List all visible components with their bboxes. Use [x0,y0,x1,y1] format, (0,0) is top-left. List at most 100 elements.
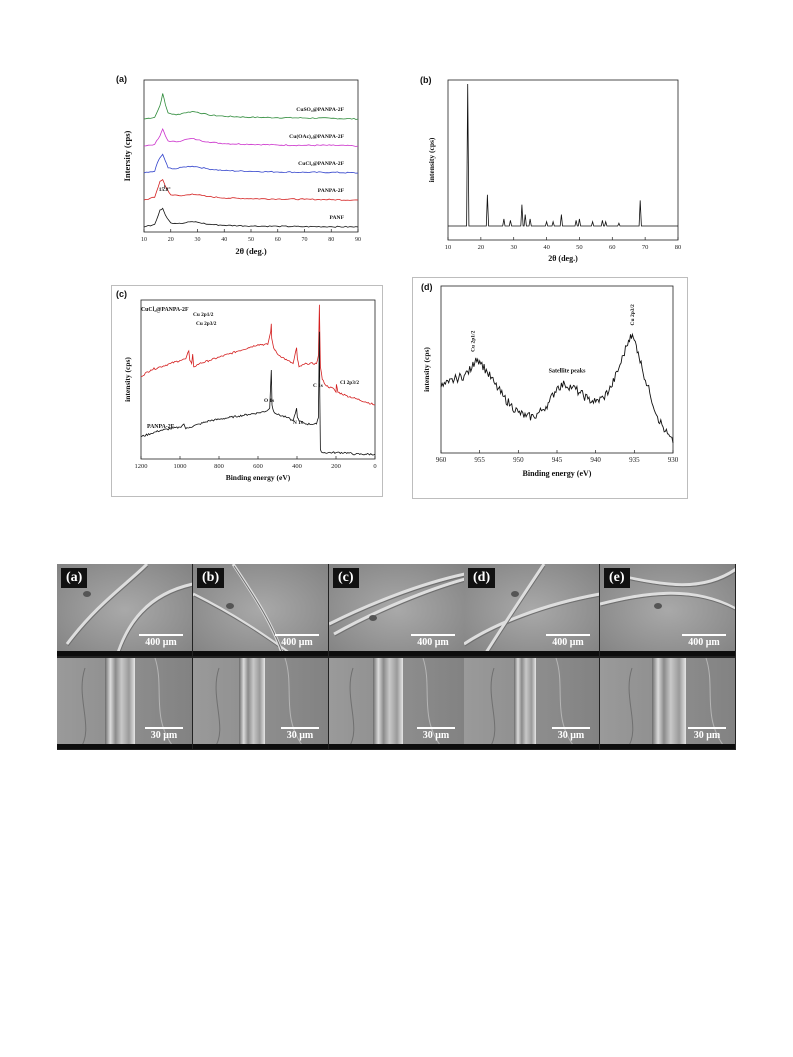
plot-frame [447,79,679,241]
x-tick-label: 30 [510,244,517,251]
xrd-series-line [143,93,359,120]
scale-bar-label: 400 μm [552,637,584,648]
x-tick-label: 20 [478,244,485,251]
sem-panel-label: (e) [604,568,630,588]
sem-figure: (a) 400 μm 30 μm (b) 400 μm 30 μm (c) 400 μ… [57,564,736,750]
scale-bar: 30 μm [687,727,727,741]
sem-image-high-mag: 30 μm [57,658,192,749]
scale-bar-label: 30 μm [286,730,314,741]
scale-bar-label: 400 μm [145,637,177,648]
series-label: PANF [330,215,345,221]
peak-annotation: Cu 2p3/2 [196,321,217,327]
x-axis-label: 2θ (deg.) [235,246,267,256]
scale-bar-label: 400 μm [688,637,720,648]
x-axis-label: Binding energy (eV) [226,473,291,482]
sem-panel-label: (c) [333,568,359,588]
series-label: Cu(OAc)₂@PANPA-2F [289,133,344,140]
xrd-panel-a: 10 20 30 40 50 60 70 80 90 2θ (deg.) Intersity (cp… [112,72,374,266]
series-label: CuCl₂@PANPA-2F [298,161,344,167]
scale-bar-line [275,634,319,636]
sem-image-low-mag: (d) 400 μm [464,564,599,656]
x-tick-label: 60 [275,237,281,243]
x-tick-label: 950 [513,456,524,464]
scale-bar: 30 μm [416,727,456,741]
x-tick-label: 940 [590,456,601,464]
panel-label-c: (c) [116,289,127,299]
sem-image-low-mag: (b) 400 μm [193,564,328,656]
sem-texture [600,658,735,749]
sem-panel-label: (d) [468,568,496,588]
sem-image-high-mag: 30 μm [464,658,599,749]
peak-annotation: Satellite peaks [549,369,586,375]
xps-chart-c: 1200 1000 800 600 400 200 0 Binding energy (eV)… [123,299,377,482]
xrd-chart-a: 10 20 30 40 50 60 70 80 90 2θ (deg.) Intersity (cp… [122,79,361,256]
peak-annotation: 15.8° [159,186,171,193]
scale-bar-label: 30 μm [422,730,450,741]
xrd-pattern-line [448,83,678,227]
peak-annotation: C 1s [313,383,323,389]
scale-bar-label: 30 μm [557,730,585,741]
scale-bar: 400 μm [545,634,591,648]
sem-panel-label: (b) [197,568,225,588]
x-tick-label: 50 [248,237,254,243]
x-tick-label: 70 [302,237,308,243]
scale-bar-label: 30 μm [150,730,178,741]
scale-bar-label: 30 μm [693,730,721,741]
scale-bar-line [139,634,183,636]
xrd-panel-b: 10 20 30 40 50 60 70 80 2θ (deg.) intensity (cps)… [412,72,688,272]
sem-info-bar [193,651,328,656]
series-label: CuCl₂@PANPA-2F [141,307,189,313]
series-label: PANPA-2F [318,188,345,194]
x-tick-label: 800 [214,463,224,470]
x-tick-label: 955 [474,456,485,464]
xps-chart-d: 960 955 950 945 940 935 930 Binding energy (eV)… [422,285,679,478]
x-tick-label: 1200 [135,463,148,470]
sem-texture [193,658,328,749]
sem-info-bar [57,744,192,749]
scale-bar-line [552,727,590,729]
xps-series-line [140,331,376,456]
scale-bar-line [145,727,183,729]
plot-frame [143,79,359,233]
y-axis-label: intensity (cps) [123,357,132,402]
scale-bar-label: 400 μm [417,637,449,648]
sem-info-bar [464,651,599,656]
sem-info-bar [193,744,328,749]
sem-image-high-mag: 30 μm [600,658,735,749]
x-axis-label: 2θ (deg.) [548,254,578,263]
scale-bar: 30 μm [144,727,184,741]
xrd-series-line [143,153,359,174]
peak-annotation: Cu 2p1/2 [193,312,214,318]
scale-bar: 400 μm [681,634,727,648]
x-tick-label: 80 [328,237,334,243]
x-tick-label: 50 [576,244,583,251]
xps-series-line [140,304,376,406]
xrd-series-line [143,207,359,228]
x-tick-label: 600 [253,463,263,470]
peak-annotation: Cu 2p3/2 [630,304,636,325]
xps-series-line [440,332,674,444]
sem-info-bar [329,651,464,656]
x-tick-label: 40 [221,237,227,243]
sem-image-high-mag: 30 μm [193,658,328,749]
x-tick-label: 40 [543,244,550,251]
y-axis-label: intensity (cps) [422,347,431,392]
scale-bar-line [417,727,455,729]
sem-info-bar [57,651,192,656]
x-tick-label: 1000 [174,463,187,470]
xps-panel-c: 1200 1000 800 600 400 200 0 Binding energy (eV)… [111,285,383,497]
panel-label-a: (a) [116,74,127,84]
x-tick-label: 10 [141,237,147,243]
x-tick-label: 200 [331,463,341,470]
sem-image-low-mag: (a) 400 μm [57,564,192,656]
x-tick-label: 400 [292,463,302,470]
sem-image-low-mag: (c) 400 μm [329,564,464,656]
scale-bar-line [682,634,726,636]
x-tick-label: 930 [668,456,679,464]
x-tick-label: 90 [355,237,361,243]
x-axis-label: Binding energy (eV) [523,469,592,478]
x-tick-label: 80 [675,244,682,251]
x-tick-label: 30 [195,237,201,243]
x-tick-label: 945 [552,456,563,464]
xps-panel-d: 960 955 950 945 940 935 930 Binding energy (eV)… [412,277,688,499]
